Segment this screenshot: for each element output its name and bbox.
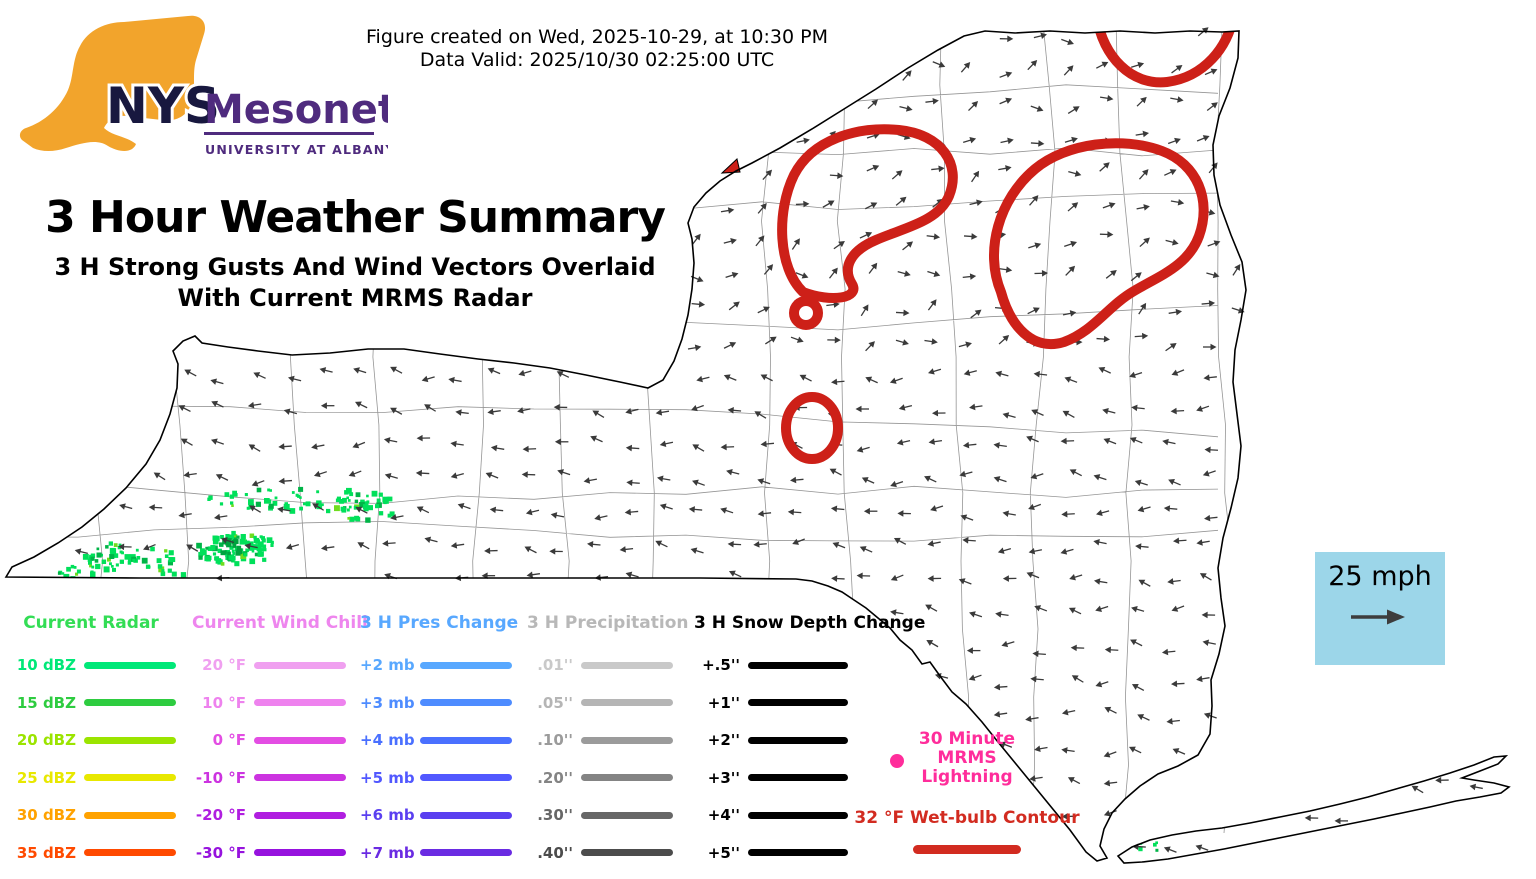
logo-acronym: NYS bbox=[106, 77, 220, 135]
logo-university: UNIVERSITY AT ALBANY bbox=[205, 142, 388, 157]
subtitle-line2: With Current MRMS Radar bbox=[30, 283, 680, 314]
data-valid-text: Data Valid: 2025/10/30 02:25:00 UTC bbox=[297, 49, 897, 72]
logo-wordmark: Mesonet bbox=[204, 87, 388, 133]
wind-reference-arrow-icon bbox=[1345, 606, 1415, 628]
page-subtitle: 3 H Strong Gusts And Wind Vectors Overla… bbox=[30, 252, 680, 314]
subtitle-line1: 3 H Strong Gusts And Wind Vectors Overla… bbox=[30, 252, 680, 283]
figure-header-text: Figure created on Wed, 2025-10-29, at 10… bbox=[297, 26, 897, 72]
page-title: 3 Hour Weather Summary bbox=[30, 192, 680, 243]
wind-reference-box: 25 mph bbox=[1315, 552, 1445, 665]
title-block: 3 Hour Weather Summary 3 H Strong Gusts … bbox=[30, 192, 680, 314]
wind-speed-label: 25 mph bbox=[1315, 561, 1445, 592]
logo-rule bbox=[204, 132, 374, 135]
figure-created-text: Figure created on Wed, 2025-10-29, at 10… bbox=[297, 26, 897, 49]
